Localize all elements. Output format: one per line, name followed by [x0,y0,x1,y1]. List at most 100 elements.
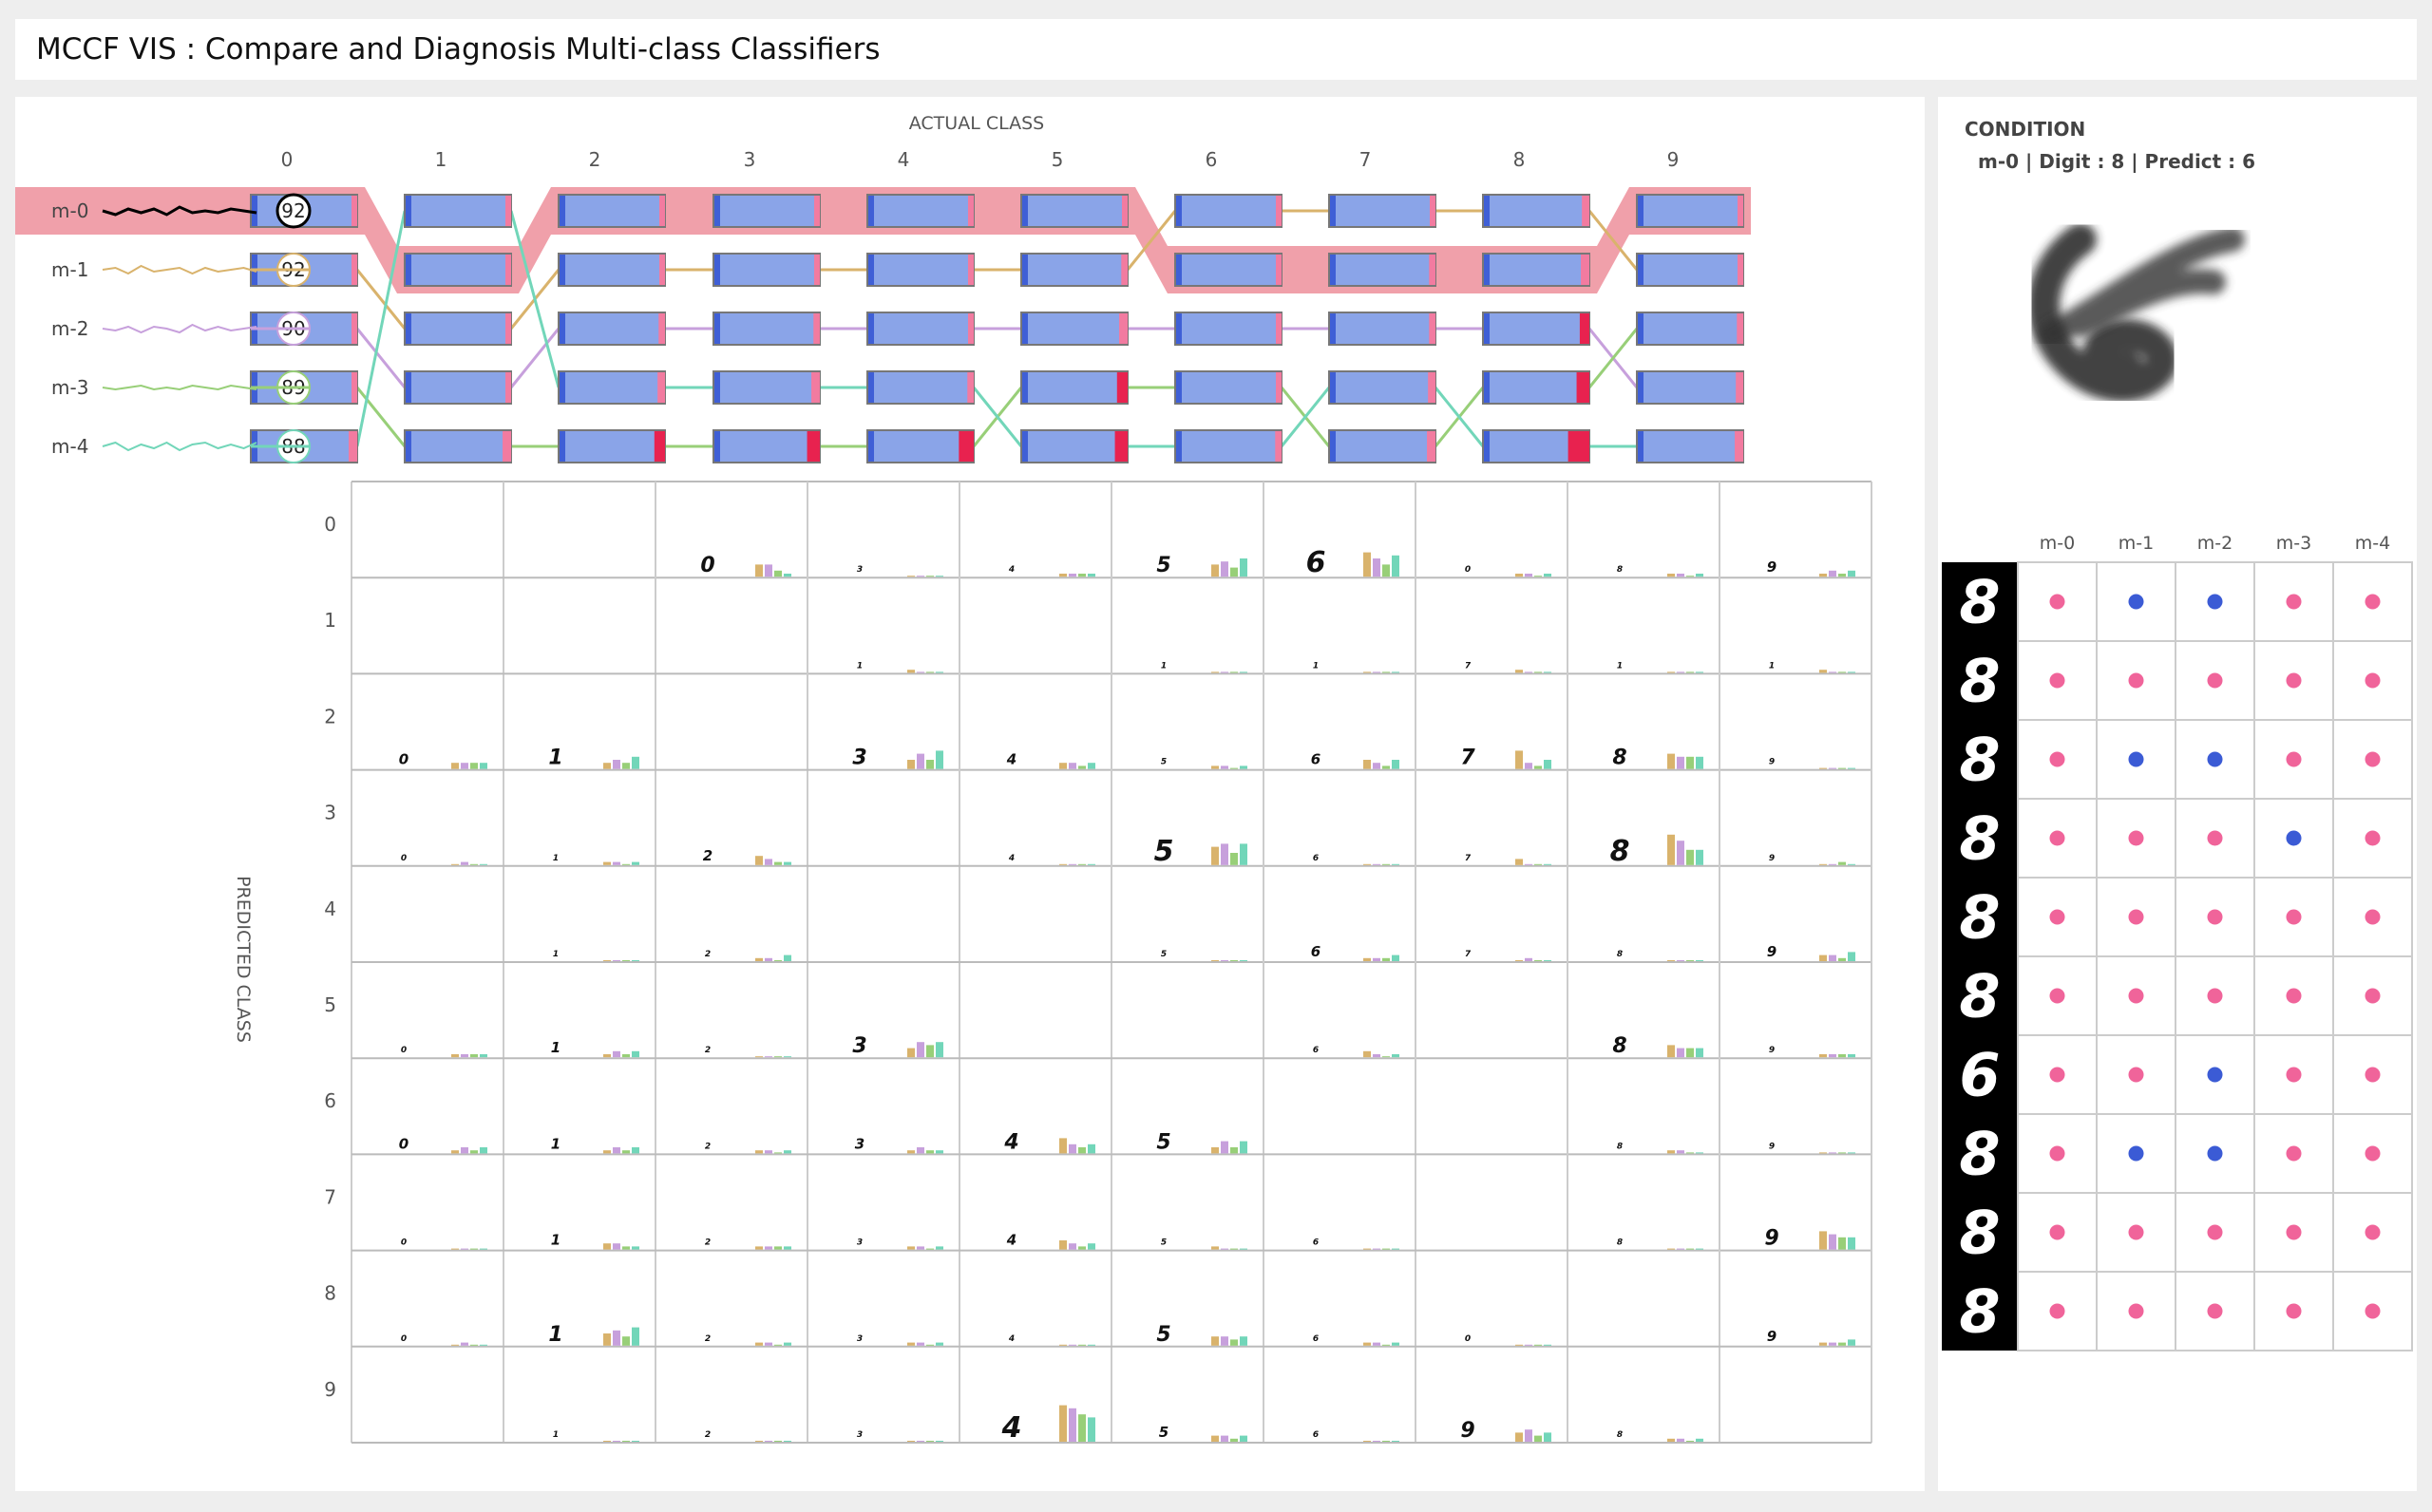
confusion-cell[interactable]: 1 [551,1232,639,1250]
confusion-cell[interactable]: 8 [1617,565,1703,577]
sample-row[interactable]: 8 [1942,798,2413,879]
confusion-cell[interactable]: 5 [1156,554,1247,577]
accuracy-bar[interactable] [1020,429,1129,463]
confusion-cell[interactable]: 9 [1769,758,1855,769]
accuracy-bar[interactable] [558,370,666,405]
accuracy-bar[interactable] [404,312,512,346]
accuracy-bar[interactable] [1174,312,1282,346]
accuracy-bar[interactable] [558,194,666,228]
confusion-cell[interactable]: 1 [1617,661,1703,673]
accuracy-bar[interactable] [712,370,821,405]
confusion-cell[interactable]: 4 [1003,1130,1095,1154]
accuracy-bar[interactable] [866,429,975,463]
accuracy-bar[interactable] [1482,194,1590,228]
accuracy-bar[interactable] [1482,253,1590,287]
confusion-cell[interactable]: 5 [1159,1424,1247,1442]
sample-row[interactable]: 8 [1942,1113,2413,1194]
accuracy-bar[interactable] [558,429,666,463]
confusion-cell[interactable]: 5 [1154,835,1247,868]
confusion-cell[interactable]: 1 [548,747,639,770]
confusion-cell[interactable]: 1 [548,1323,639,1347]
sample-row[interactable]: 8 [1942,719,2413,800]
accuracy-bar[interactable] [404,370,512,405]
confusion-cell[interactable]: 6 [1311,943,1399,961]
accuracy-bar[interactable] [1020,312,1129,346]
accuracy-bar[interactable] [1636,312,1744,346]
confusion-cell[interactable]: 2 [705,950,791,961]
sample-row[interactable]: 8 [1942,877,2413,957]
confusion-cell[interactable]: 5 [1156,1323,1247,1347]
confusion-cell[interactable]: 1 [1769,661,1855,673]
accuracy-bar[interactable] [1020,253,1129,287]
sample-row[interactable]: 8 [1942,640,2413,721]
accuracy-bar[interactable] [1174,253,1282,287]
accuracy-bar[interactable] [1482,429,1590,463]
confusion-cell[interactable]: 0 [1465,565,1551,577]
confusion-cell[interactable]: 7 [1465,950,1551,961]
confusion-cell[interactable]: 6 [1313,1430,1399,1442]
accuracy-bar[interactable] [1174,194,1282,228]
confusion-cell[interactable]: 2 [705,1238,791,1250]
confusion-cell[interactable]: 6 [1306,546,1399,579]
confusion-cell[interactable]: 7 [1465,661,1551,673]
accuracy-bar[interactable] [1020,194,1129,228]
confusion-cell[interactable]: 1 [553,854,639,865]
sample-row[interactable]: 8 [1942,1271,2413,1351]
confusion-cell[interactable]: 0 [399,751,487,769]
confusion-cell[interactable]: 9 [1767,943,1855,961]
accuracy-bar[interactable] [1636,253,1744,287]
confusion-cell[interactable]: 0 [401,1334,487,1346]
confusion-cell[interactable]: 2 [705,1142,791,1154]
confusion-cell[interactable]: 8 [1612,1034,1703,1058]
confusion-cell[interactable]: 8 [1617,950,1703,961]
accuracy-bar[interactable] [1020,370,1129,405]
confusion-cell[interactable]: 0 [399,1135,487,1154]
confusion-cell[interactable]: 8 [1617,1238,1703,1250]
accuracy-bar[interactable] [1328,253,1436,287]
confusion-cell[interactable]: 1 [551,1039,639,1058]
confusion-cell[interactable]: 0 [700,554,791,577]
sample-row[interactable]: 8 [1942,561,2413,642]
confusion-cell[interactable]: 1 [551,1135,639,1154]
confusion-cell[interactable]: 4 [1006,1232,1095,1250]
confusion-cell[interactable]: 0 [401,1046,487,1058]
accuracy-bar[interactable] [1174,429,1282,463]
accuracy-bar[interactable] [404,429,512,463]
confusion-cell[interactable]: 9 [1460,1419,1551,1443]
confusion-cell[interactable]: 7 [1460,747,1551,770]
confusion-cell[interactable]: 2 [705,1430,791,1442]
confusion-cell[interactable]: 0 [1465,1334,1551,1346]
confusion-cell[interactable]: 9 [1767,558,1855,577]
confusion-cell[interactable]: 8 [1610,834,1703,868]
accuracy-bar[interactable] [712,253,821,287]
confusion-cell[interactable]: 0 [401,854,487,865]
confusion-cell[interactable]: 1 [553,950,639,961]
confusion-cell[interactable]: 1 [857,661,943,673]
confusion-cell[interactable]: 9 [1764,1227,1855,1251]
confusion-cell[interactable]: 3 [857,1238,943,1250]
accuracy-bar[interactable] [1482,370,1590,405]
accuracy-bar[interactable] [1636,194,1744,228]
confusion-cell[interactable]: 0 [401,1238,487,1250]
accuracy-bar[interactable] [558,253,666,287]
confusion-cell[interactable]: 7 [1465,854,1551,865]
confusion-cell[interactable]: 6 [1313,1238,1399,1250]
confusion-cell[interactable]: 3 [852,747,943,770]
accuracy-bar[interactable] [404,253,512,287]
accuracy-bar[interactable] [1328,370,1436,405]
accuracy-bar[interactable] [1636,429,1744,463]
accuracy-bar[interactable] [866,194,975,228]
confusion-cell[interactable]: 8 [1617,1142,1703,1154]
confusion-cell[interactable]: 9 [1769,1046,1855,1058]
confusion-cell[interactable]: 8 [1617,1430,1703,1442]
accuracy-bar[interactable] [712,429,821,463]
confusion-cell[interactable]: 3 [855,1135,943,1154]
confusion-cell[interactable]: 1 [553,1430,639,1442]
accuracy-bar[interactable] [866,253,975,287]
confusion-cell[interactable]: 3 [857,1334,943,1346]
accuracy-bar[interactable] [1328,194,1436,228]
accuracy-bar[interactable] [1482,312,1590,346]
sample-row[interactable]: 8 [1942,955,2413,1036]
confusion-cell[interactable]: 4 [1008,854,1095,865]
accuracy-bar[interactable] [404,194,512,228]
